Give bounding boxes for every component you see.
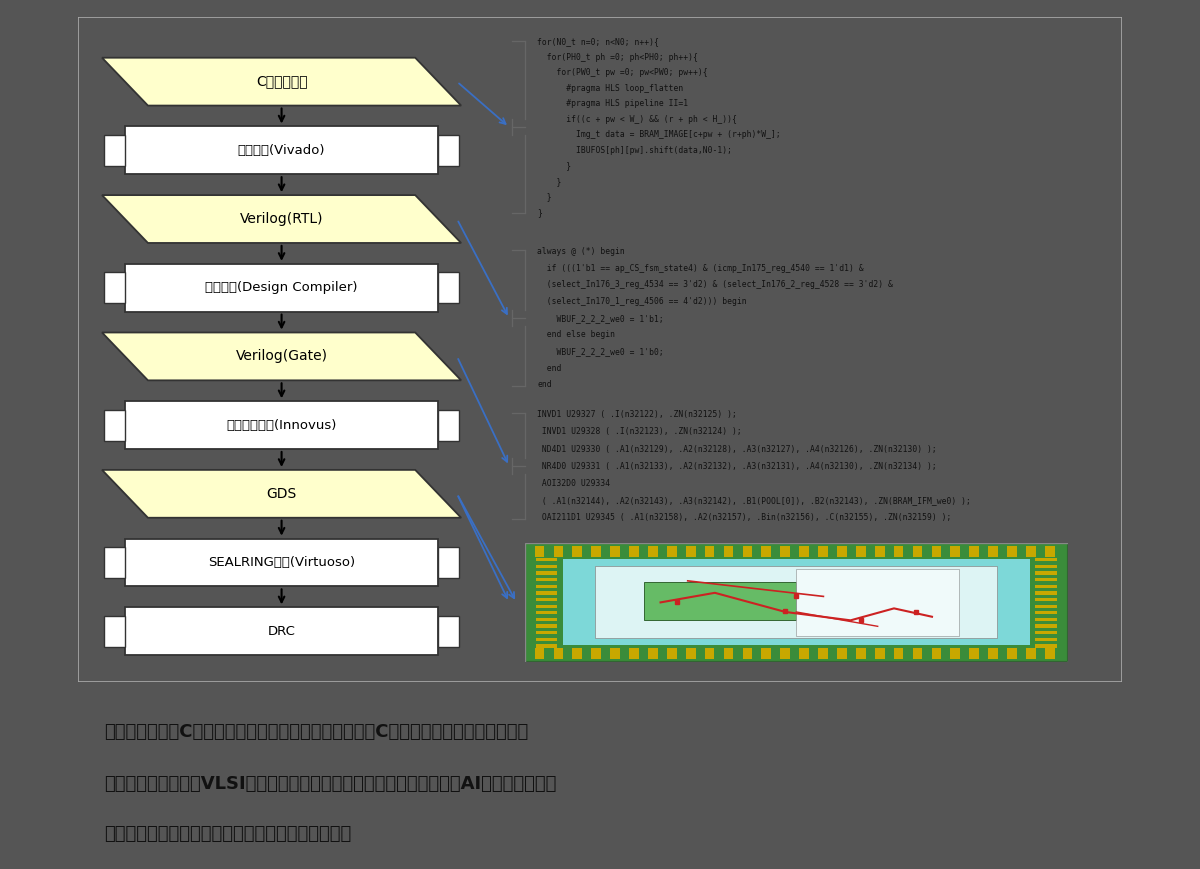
Text: for(PH0_t ph =0; ph<PH0; ph++){: for(PH0_t ph =0; ph<PH0; ph++){ [538, 53, 698, 62]
Polygon shape [102, 333, 461, 381]
Text: GDS: GDS [266, 487, 296, 501]
Text: ( .A1(n32144), .A2(n32143), .A3(n32142), .B1(POOL[0]), .B2(n32143), .ZN(BRAM_IFM: ( .A1(n32144), .A2(n32143), .A3(n32142),… [538, 496, 971, 505]
Text: 図：高位合成（C言語）による自動設計環境の構築例。C言語の設計資産を活用して、: 図：高位合成（C言語）による自動設計環境の構築例。C言語の設計資産を活用して、 [104, 722, 528, 740]
Text: Verilog(Gate): Verilog(Gate) [235, 349, 328, 363]
Text: }: } [538, 162, 571, 170]
Bar [438, 272, 460, 303]
Bar [125, 126, 438, 175]
Polygon shape [102, 196, 461, 243]
Text: end else begin: end else begin [538, 330, 616, 339]
Text: #pragma HLS pipeline II=1: #pragma HLS pipeline II=1 [538, 99, 689, 109]
Text: end: end [538, 380, 552, 389]
Text: Cプログラム: Cプログラム [256, 75, 307, 89]
Text: if (((1'b1 == ap_CS_fsm_state4) & (icmp_In175_reg_4540 == 1'd1) &: if (((1'b1 == ap_CS_fsm_state4) & (icmp_… [538, 264, 864, 273]
Text: always @ (*) begin: always @ (*) begin [538, 247, 625, 256]
Text: に最適なアーキテクチャの探索などが容易になる。: に最適なアーキテクチャの探索などが容易になる。 [104, 825, 352, 843]
Bar [104, 547, 125, 578]
Bar [438, 409, 460, 441]
Text: }: } [538, 177, 562, 186]
Text: IBUFOS[ph][pw].shift(data,N0-1);: IBUFOS[ph][pw].shift(data,N0-1); [538, 146, 732, 155]
Text: for(N0_t n=0; n<N0; n++){: for(N0_t n=0; n<N0; n++){ [538, 37, 659, 46]
Bar [104, 409, 125, 441]
Bar [438, 135, 460, 166]
Bar [125, 607, 438, 655]
Text: AOI32D0 U29334: AOI32D0 U29334 [538, 479, 611, 488]
Bar [104, 615, 125, 647]
Text: SEALRING追加(Virtuoso): SEALRING追加(Virtuoso) [208, 556, 355, 569]
Text: }: } [538, 192, 552, 202]
Bar [125, 539, 438, 587]
Polygon shape [102, 57, 461, 105]
Bar [104, 135, 125, 166]
Text: for(PW0_t pw =0; pw<PW0; pw++){: for(PW0_t pw =0; pw<PW0; pw++){ [538, 69, 708, 77]
Text: OAI211D1 U29345 ( .A1(n32158), .A2(n32157), .Bin(n32156), .C(n32155), .ZN(n32159: OAI211D1 U29345 ( .A1(n32158), .A2(n3215… [538, 513, 952, 522]
Text: }: } [538, 208, 542, 217]
Text: (select_In170_1_reg_4506 == 4'd2))) begin: (select_In170_1_reg_4506 == 4'd2))) begi… [538, 297, 746, 306]
Text: 自動配置配線(Innovus): 自動配置配線(Innovus) [227, 419, 337, 432]
Text: ND4D1 U29330 ( .A1(n32129), .A2(n32128), .A3(n32127), .A4(n32126), .ZN(n32130) ): ND4D1 U29330 ( .A1(n32129), .A2(n32128),… [538, 445, 937, 454]
Bar [104, 272, 125, 303]
Text: (select_In176_3_reg_4534 == 3'd2) & (select_In176_2_reg_4528 == 3'd2) &: (select_In176_3_reg_4534 == 3'd2) & (sel… [538, 281, 893, 289]
Bar [125, 401, 438, 449]
Text: NR4D0 U29331 ( .A1(n32133), .A2(n32132), .A3(n32131), .A4(n32130), .ZN(n32134) ): NR4D0 U29331 ( .A1(n32133), .A2(n32132),… [538, 461, 937, 471]
Text: WBUF_2_2_2_we0 = 1'b1;: WBUF_2_2_2_we0 = 1'b1; [538, 314, 664, 322]
Text: end: end [538, 363, 562, 373]
Text: Img_t data = BRAM_IMAGE[c+pw + (r+ph)*W_];: Img_t data = BRAM_IMAGE[c+pw + (r+ph)*W_… [538, 130, 781, 139]
Text: 不掮発ベース回路・VLSIプロセッサの設計を実現．　本技術により、AIアクセラレータ: 不掮発ベース回路・VLSIプロセッサの設計を実現． 本技術により、AIアクセラレ… [104, 775, 557, 793]
Text: DRC: DRC [268, 625, 295, 638]
Text: 高位合成(Vivado): 高位合成(Vivado) [238, 144, 325, 156]
Bar [438, 547, 460, 578]
Text: WBUF_2_2_2_we0 = 1'b0;: WBUF_2_2_2_we0 = 1'b0; [538, 347, 664, 356]
Text: INVD1 U29328 ( .I(n32123), .ZN(n32124) );: INVD1 U29328 ( .I(n32123), .ZN(n32124) )… [538, 428, 742, 436]
Text: 論理合成(Design Compiler): 論理合成(Design Compiler) [205, 282, 358, 295]
Text: #pragma HLS loop_flatten: #pragma HLS loop_flatten [538, 83, 684, 93]
Text: Verilog(RTL): Verilog(RTL) [240, 212, 323, 226]
Polygon shape [102, 470, 461, 518]
Text: if((c + pw < W_) && (r + ph < H_)){: if((c + pw < W_) && (r + ph < H_)){ [538, 115, 737, 123]
Text: INVD1 U29327 ( .I(n32122), .ZN(n32125) );: INVD1 U29327 ( .I(n32122), .ZN(n32125) )… [538, 410, 737, 420]
Bar [438, 615, 460, 647]
Bar [125, 264, 438, 312]
